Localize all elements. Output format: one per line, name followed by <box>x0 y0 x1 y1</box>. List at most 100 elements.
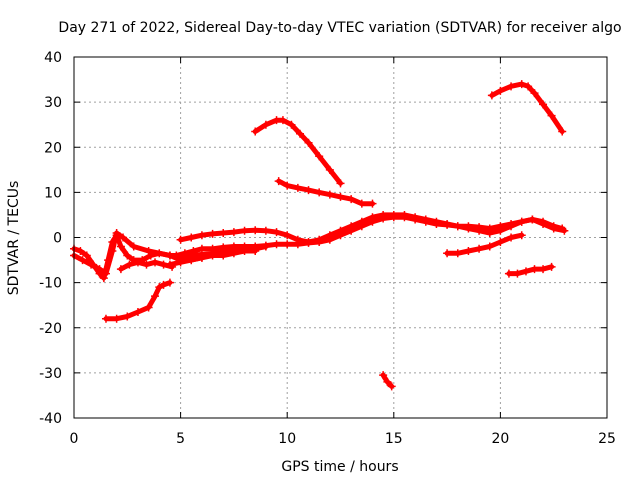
data-point <box>475 244 484 253</box>
data-point <box>261 120 270 129</box>
series-track-8 <box>251 116 345 188</box>
series-line <box>252 117 343 186</box>
data-point <box>304 186 313 195</box>
data-point <box>400 210 409 219</box>
data-point <box>251 226 260 235</box>
data-point <box>464 224 473 233</box>
x-tick-label: 15 <box>385 431 403 447</box>
data-point <box>507 82 516 91</box>
data-point <box>129 242 138 251</box>
data-point <box>283 181 292 190</box>
data-point <box>133 258 142 267</box>
y-tick-label: -10 <box>39 276 62 292</box>
series-line <box>276 178 375 207</box>
data-point <box>240 226 249 235</box>
data-point <box>521 267 530 276</box>
data-point <box>325 231 334 240</box>
data-point <box>547 262 556 271</box>
data-point <box>387 382 396 391</box>
data-point <box>485 228 494 237</box>
data-point <box>144 303 153 312</box>
data-point <box>304 238 313 247</box>
data-point <box>549 224 558 233</box>
x-tick-label: 5 <box>176 431 185 447</box>
data-point <box>336 179 345 188</box>
data-point <box>357 199 366 208</box>
data-point <box>421 215 430 224</box>
series-track-10 <box>379 371 396 391</box>
data-point <box>496 238 505 247</box>
data-point <box>475 226 484 235</box>
data-point <box>539 100 548 109</box>
x-tick-label: 10 <box>278 431 296 447</box>
data-point <box>187 256 196 265</box>
series-track-3 <box>101 278 174 323</box>
data-point <box>123 251 132 260</box>
data-point <box>187 233 196 242</box>
data-point <box>229 228 238 237</box>
data-point <box>530 265 539 274</box>
data-point <box>101 314 110 323</box>
data-point <box>432 217 441 226</box>
x-axis-label: GPS time / hours <box>281 459 398 475</box>
data-point <box>547 111 556 120</box>
data-point <box>325 190 334 199</box>
data-point <box>560 226 569 235</box>
data-point <box>539 219 548 228</box>
data-point <box>197 253 206 262</box>
data-point <box>315 152 324 161</box>
data-point <box>453 222 462 231</box>
data-point <box>528 215 537 224</box>
data-point <box>272 228 281 237</box>
data-point <box>389 210 398 219</box>
series-track-7 <box>165 242 270 269</box>
series-line <box>506 264 555 277</box>
data-point <box>443 219 452 228</box>
data-point <box>368 213 377 222</box>
data-point <box>443 249 452 258</box>
chart-title: Day 271 of 2022, Sidereal Day-to-day VTE… <box>58 20 621 36</box>
data-point <box>99 274 108 283</box>
data-point <box>496 86 505 95</box>
data-point <box>108 247 117 256</box>
data-point <box>78 256 87 265</box>
x-tick-label: 0 <box>70 431 79 447</box>
data-point <box>496 226 505 235</box>
data-point <box>76 247 85 256</box>
data-point <box>219 251 228 260</box>
data-point <box>274 177 283 186</box>
data-point <box>240 247 249 256</box>
series-layer <box>70 80 569 391</box>
data-point <box>229 249 238 258</box>
data-point <box>325 165 334 174</box>
data-point <box>504 269 513 278</box>
data-point <box>197 244 206 253</box>
data-point <box>116 242 125 251</box>
data-point <box>336 226 345 235</box>
data-point <box>347 222 356 231</box>
data-point <box>159 280 168 289</box>
data-point <box>347 195 356 204</box>
data-point <box>278 116 287 125</box>
data-point <box>261 242 270 251</box>
data-point <box>283 231 292 240</box>
data-point <box>558 127 567 136</box>
data-point <box>357 217 366 226</box>
x-tick-label: 25 <box>598 431 616 447</box>
data-point <box>208 244 217 253</box>
data-point <box>464 247 473 256</box>
data-point <box>125 260 134 269</box>
data-point <box>101 269 110 278</box>
data-point <box>165 260 174 269</box>
data-point <box>336 192 345 201</box>
y-tick-label: -20 <box>39 321 62 337</box>
series-line <box>167 244 269 268</box>
data-point <box>112 314 121 323</box>
data-point <box>208 251 217 260</box>
data-point <box>513 269 522 278</box>
series-track-4 <box>116 258 177 274</box>
x-tick-label: 20 <box>491 431 509 447</box>
y-axis-label: SDTVAR / TECUs <box>6 181 22 296</box>
data-point <box>485 242 494 251</box>
